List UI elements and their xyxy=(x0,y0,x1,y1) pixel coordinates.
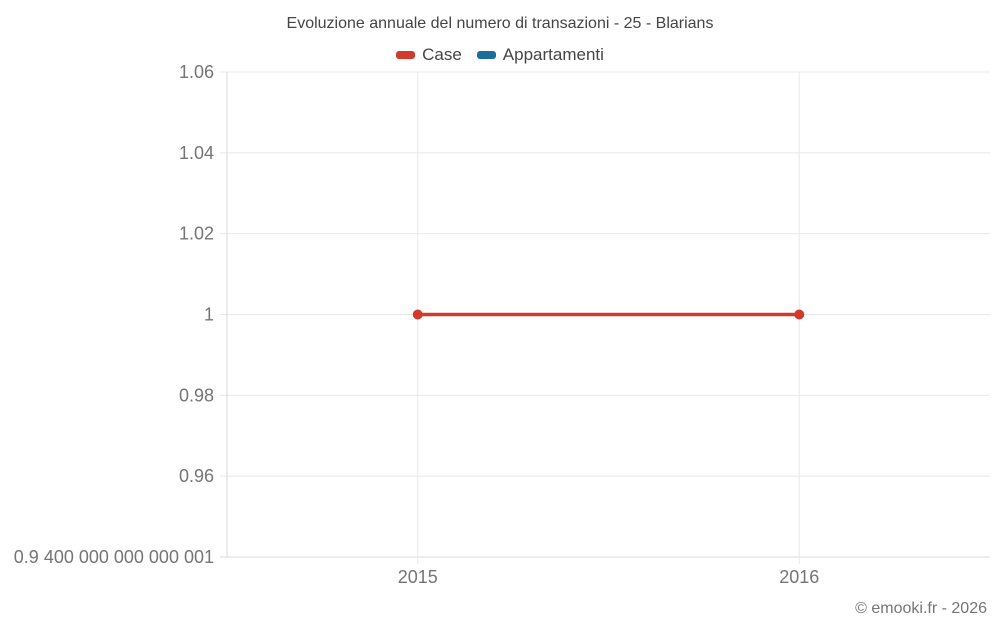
legend-label-appartamenti: Appartamenti xyxy=(502,45,604,64)
data-point-case-2015[interactable] xyxy=(412,309,423,320)
y-tick-label: 0.96 xyxy=(179,466,214,486)
y-tick-label: 1 xyxy=(204,305,214,325)
chart-title: Evoluzione annuale del numero di transaz… xyxy=(286,15,714,32)
legend-item-appartamenti[interactable]: Appartamenti xyxy=(476,45,604,65)
legend-label-case: Case xyxy=(422,45,462,64)
y-tick-label: 1.04 xyxy=(179,143,214,163)
legend-swatch-case-icon xyxy=(396,51,416,59)
data-point-case-2016[interactable] xyxy=(794,309,805,320)
legend-swatch-appartamenti-icon xyxy=(476,51,496,59)
y-tick-label: 0.98 xyxy=(179,385,214,405)
y-tick-label: 0.9 400 000 000 000 001 xyxy=(14,547,214,567)
y-tick-label: 1.02 xyxy=(179,224,214,244)
y-tick-label: 1.06 xyxy=(179,62,214,82)
chart-legend: Case Appartamenti xyxy=(0,45,1000,65)
x-tick-label: 2015 xyxy=(398,567,438,587)
copyright-footer: © emooki.fr - 2026 xyxy=(855,600,987,617)
legend-item-case[interactable]: Case xyxy=(396,45,462,65)
x-tick-label: 2016 xyxy=(779,567,819,587)
